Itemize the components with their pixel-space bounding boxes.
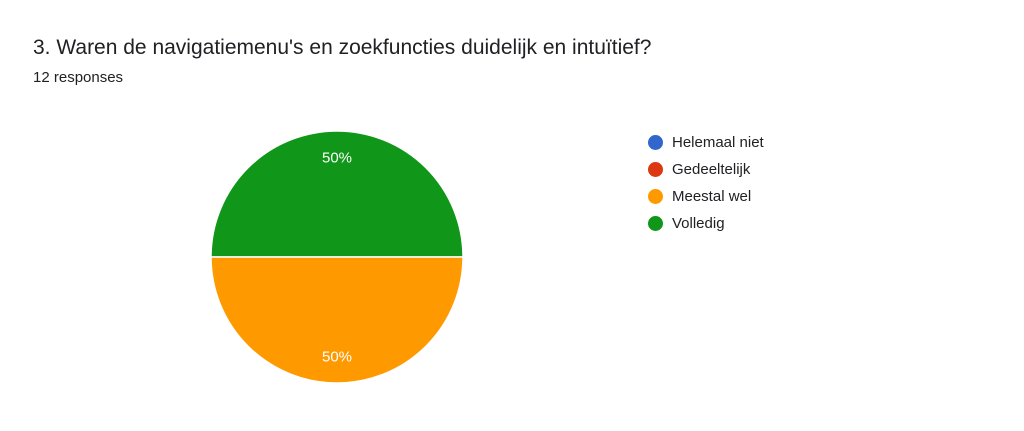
legend-label-meestal-wel: Meestal wel bbox=[672, 188, 752, 205]
chart-legend: Helemaal niet Gedeeltelijk Meestal wel Voll… bbox=[648, 129, 764, 237]
legend-label-helemaal-niet: Helemaal niet bbox=[672, 134, 764, 151]
legend-item-helemaal-niet[interactable]: Helemaal niet bbox=[648, 129, 764, 156]
legend-swatch-meestal-wel bbox=[648, 189, 663, 204]
legend-swatch-gedeeltelijk bbox=[648, 162, 663, 177]
legend-swatch-helemaal-niet bbox=[648, 135, 663, 150]
response-count: 12 responses bbox=[33, 69, 124, 86]
pie-slice-volledig[interactable] bbox=[210, 130, 464, 258]
legend-item-volledig[interactable]: Volledig bbox=[648, 210, 764, 237]
legend-swatch-volledig bbox=[648, 216, 663, 231]
legend-item-gedeeltelijk[interactable]: Gedeeltelijk bbox=[648, 156, 764, 183]
question-title: 3. Waren de navigatiemenu's en zoekfunct… bbox=[33, 36, 652, 59]
pie-label-meestal-wel: 50% bbox=[322, 349, 352, 366]
pie-slice-meestal-wel[interactable] bbox=[210, 256, 464, 384]
legend-label-volledig: Volledig bbox=[672, 215, 725, 232]
legend-label-gedeeltelijk: Gedeeltelijk bbox=[672, 161, 751, 178]
pie-label-volledig: 50% bbox=[322, 149, 352, 166]
legend-item-meestal-wel[interactable]: Meestal wel bbox=[648, 183, 764, 210]
